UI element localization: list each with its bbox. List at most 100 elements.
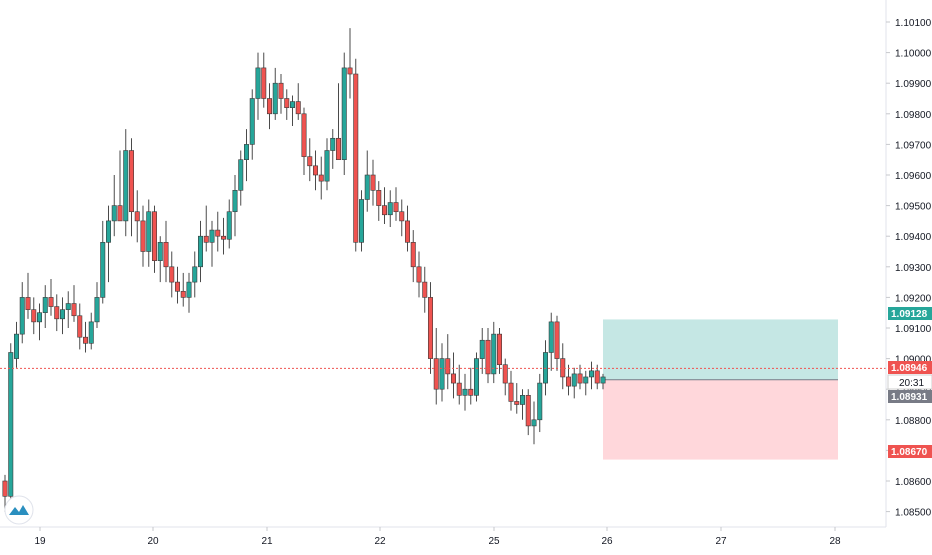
candle <box>307 138 313 182</box>
y-tick-label: 1.09700 <box>895 140 932 151</box>
y-tick-label: 1.09200 <box>895 293 932 304</box>
candle-body <box>180 290 186 298</box>
candle <box>485 328 491 384</box>
candle-body <box>261 67 267 99</box>
candle-body <box>83 336 89 344</box>
candle <box>479 328 485 374</box>
candle <box>261 52 267 108</box>
candle-body <box>284 98 290 108</box>
candle <box>353 58 359 252</box>
candle-body <box>88 321 94 344</box>
profit-zone[interactable] <box>603 319 838 380</box>
candle-body <box>439 358 445 390</box>
candle-body <box>571 373 577 387</box>
candle-body <box>249 98 255 145</box>
candle-body <box>358 199 364 243</box>
candle <box>238 150 244 206</box>
candle-body <box>318 174 324 182</box>
candle <box>111 175 117 237</box>
x-tick-label: 25 <box>488 536 500 547</box>
y-tick-label: 1.10000 <box>895 49 932 60</box>
candle-body <box>134 211 140 222</box>
candle <box>14 321 20 368</box>
candle <box>473 352 479 402</box>
candle <box>2 474 8 512</box>
candle <box>427 282 433 374</box>
candle-body <box>175 281 181 292</box>
candle <box>445 334 451 390</box>
candle <box>404 205 410 252</box>
candle-body <box>422 281 428 298</box>
candle-body <box>163 242 169 268</box>
candle-body <box>364 174 370 200</box>
y-tick-label: 1.09400 <box>895 232 932 243</box>
candle <box>54 294 60 332</box>
tradingview-logo-icon[interactable] <box>4 495 34 525</box>
candle <box>301 107 307 175</box>
candle <box>83 321 89 353</box>
candle-body <box>100 242 106 298</box>
candle-body <box>324 150 330 182</box>
svg-text:1.08931: 1.08931 <box>891 392 928 403</box>
candle-body <box>36 312 42 323</box>
candle-body <box>450 373 456 384</box>
candle <box>25 272 31 319</box>
candle <box>600 373 606 390</box>
candle-body <box>565 376 571 387</box>
candle <box>31 297 37 335</box>
candle-body <box>399 211 405 222</box>
candle <box>496 328 502 374</box>
candle-body <box>433 358 439 390</box>
candle-body <box>502 364 508 384</box>
candle-body <box>71 303 77 317</box>
candle <box>330 129 336 169</box>
candle-body <box>238 159 244 191</box>
candle-body <box>232 190 238 213</box>
candle-body <box>594 370 600 384</box>
candle-body <box>393 202 399 213</box>
candle <box>157 236 163 283</box>
candle <box>312 150 318 191</box>
candle <box>221 217 227 255</box>
candle-body <box>491 333 497 375</box>
position-zones <box>603 319 838 460</box>
candle <box>186 272 192 313</box>
candle <box>152 205 158 273</box>
x-tick-label: 20 <box>147 536 159 547</box>
candle-body <box>462 388 468 396</box>
candle <box>175 266 181 304</box>
candle-body <box>19 297 25 335</box>
candle-body <box>123 150 129 222</box>
candle-body <box>537 382 543 421</box>
candle-body <box>111 205 117 222</box>
y-tick-label: 1.09500 <box>895 202 932 213</box>
candle-body <box>289 101 295 108</box>
candle <box>249 89 255 160</box>
candle-body <box>59 309 65 320</box>
candle <box>450 352 456 399</box>
time-axis[interactable]: 19 20 21 22 25 26 27 28 <box>34 527 841 547</box>
candle <box>439 343 445 402</box>
candle <box>456 364 462 405</box>
candle <box>42 285 48 328</box>
candle-body <box>106 220 112 243</box>
candle-body <box>479 339 485 359</box>
candle <box>94 282 100 328</box>
y-tick-label: 1.08500 <box>895 508 932 519</box>
candle <box>318 156 324 200</box>
current-price-label: 1.08946 <box>888 361 932 374</box>
svg-text:1.09128: 1.09128 <box>891 309 928 320</box>
candle-body <box>31 309 37 323</box>
loss-zone[interactable] <box>603 379 838 460</box>
candle-body <box>129 150 135 213</box>
price-axis[interactable]: 1.10100 1.10000 1.09900 1.09800 1.09700 1.096… <box>886 18 932 519</box>
candle <box>514 383 520 414</box>
candle <box>433 328 439 405</box>
candle-body <box>301 113 307 157</box>
svg-text:1.08946: 1.08946 <box>891 363 928 374</box>
candle <box>192 251 198 298</box>
candle-body <box>376 190 382 206</box>
candle <box>8 343 14 506</box>
